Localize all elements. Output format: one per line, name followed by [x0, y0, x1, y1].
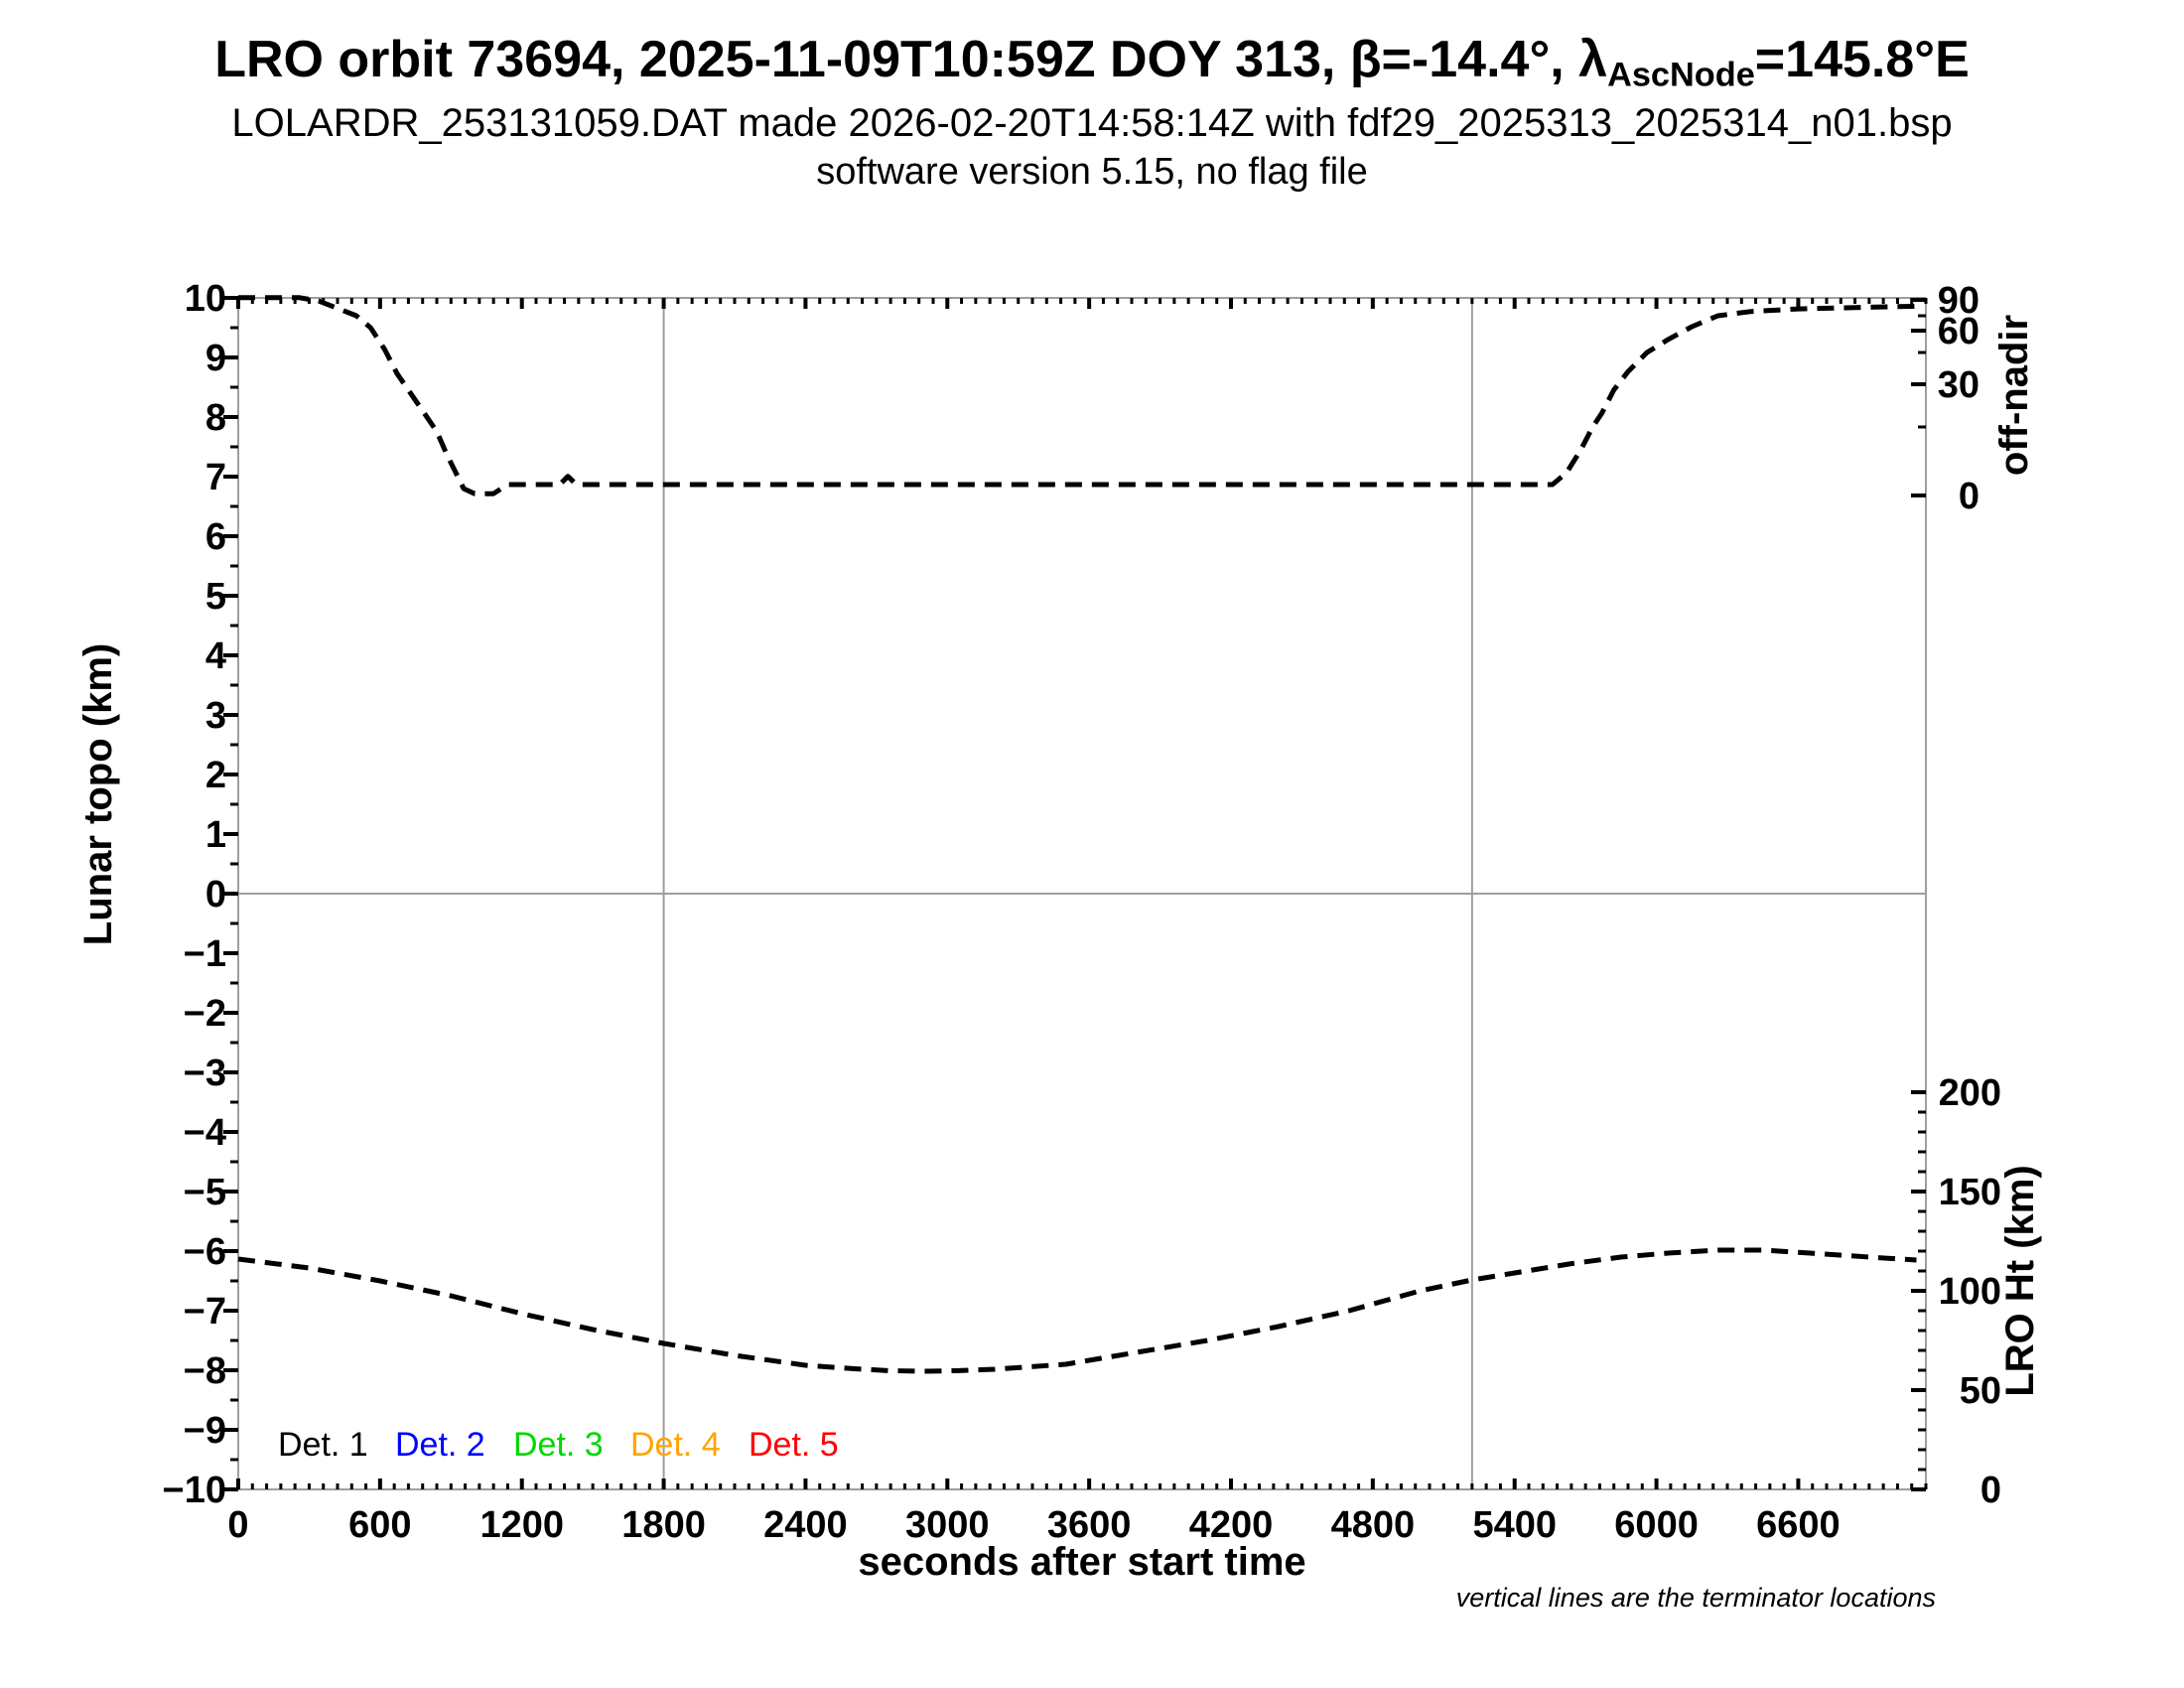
legend-item-label: Det. 2: [395, 1426, 485, 1464]
x-tick-label: 4200: [1189, 1504, 1274, 1546]
x-tick-label: 4800: [1331, 1504, 1416, 1546]
offnadir-tick-label: 90: [1938, 280, 1979, 322]
axis-ticks: [223, 296, 1928, 1491]
legend: Det. 1 Det. 2 Det. 3 Det. 4 Det. 5: [278, 1426, 839, 1464]
left-y-tick-label: 8: [205, 397, 226, 439]
left-y-tick-label: −7: [184, 1291, 226, 1333]
left-y-tick-label: 7: [205, 457, 226, 498]
left-y-tick-label: 6: [205, 516, 226, 558]
x-tick-label: 3000: [905, 1504, 990, 1546]
legend-item-label: Det. 3: [513, 1426, 604, 1464]
left-axis-title: Lunar topo (km): [76, 643, 120, 945]
left-y-tick-label: 9: [205, 338, 226, 379]
lroht-tick-label: 0: [1980, 1470, 2001, 1511]
left-y-tick-label: −5: [184, 1172, 226, 1213]
data-curves: [237, 295, 1917, 1374]
legend-item-label: Det. 5: [749, 1426, 839, 1464]
left-y-tick-label: 5: [205, 576, 226, 618]
offnadir-tick-label: 60: [1938, 311, 1979, 352]
x-tick-label: 1800: [621, 1504, 706, 1546]
lroht-axis-title: LRO Ht (km): [1998, 1165, 2042, 1396]
left-y-tick-label: −4: [184, 1112, 226, 1154]
figure-title: LRO orbit 73694, 2025-11-09T10:59Z DOY 3…: [0, 30, 2184, 95]
x-tick-label: 1200: [479, 1504, 564, 1546]
left-y-tick-label: 0: [205, 874, 226, 915]
left-y-tick-label: −9: [184, 1410, 226, 1452]
lroht-tick-label: 100: [1939, 1271, 2001, 1313]
x-tick-label: 3600: [1047, 1504, 1132, 1546]
figure-title-main: LRO orbit 73694, 2025-11-09T10:59Z DOY 3…: [214, 31, 1608, 88]
offnadir-tick-label: 30: [1938, 364, 1979, 406]
gridlines: [238, 298, 1926, 1489]
x-tick-label: 0: [227, 1504, 248, 1546]
axis-tick-labels: 0 600 1200 1800 2400 3000 3600 4200 4800 5400 6000…: [163, 278, 2001, 1546]
lro-height-curve: [237, 1247, 1917, 1374]
left-y-tick-label: 1: [205, 814, 226, 856]
legend-item-label: Det. 1: [278, 1426, 368, 1464]
left-y-tick-label: −1: [184, 933, 226, 975]
left-y-tick-label: 10: [185, 278, 226, 320]
left-y-tick-label: 2: [205, 755, 226, 796]
x-axis-title: seconds after start time: [858, 1540, 1305, 1584]
off-nadir-curve: [238, 295, 1917, 496]
left-y-tick-label: 4: [205, 635, 226, 677]
left-y-tick-label: −2: [184, 993, 226, 1035]
offnadir-axis-title: off-nadir: [1992, 315, 2036, 476]
left-y-tick-label: −10: [163, 1470, 226, 1511]
offnadir-tick-label: 0: [1959, 476, 1979, 517]
figure-title-subscript: AscNode: [1607, 56, 1755, 94]
x-tick-label: 5400: [1472, 1504, 1557, 1546]
legend-item-label: Det. 4: [630, 1426, 721, 1464]
figure-title-suffix: =145.8°E: [1754, 31, 1970, 88]
lroht-tick-label: 150: [1939, 1172, 2001, 1213]
left-y-tick-label: 3: [205, 695, 226, 737]
lroht-tick-label: 200: [1939, 1072, 2001, 1114]
x-tick-label: 600: [348, 1504, 411, 1546]
x-tick-label: 2400: [763, 1504, 848, 1546]
left-y-tick-label: −6: [184, 1231, 226, 1273]
figure-subtitle: LOLARDR_253131059.DAT made 2026-02-20T14…: [231, 101, 1953, 145]
lroht-tick-label: 50: [1960, 1370, 2001, 1412]
figure-subtitle-version: software version 5.15, no flag file: [816, 151, 1368, 193]
left-y-tick-label: −3: [184, 1053, 226, 1094]
x-tick-label: 6000: [1614, 1504, 1699, 1546]
left-y-tick-label: −8: [184, 1350, 226, 1392]
terminator-footnote: vertical lines are the terminator locati…: [1456, 1583, 1936, 1613]
x-tick-label: 6600: [1756, 1504, 1841, 1546]
